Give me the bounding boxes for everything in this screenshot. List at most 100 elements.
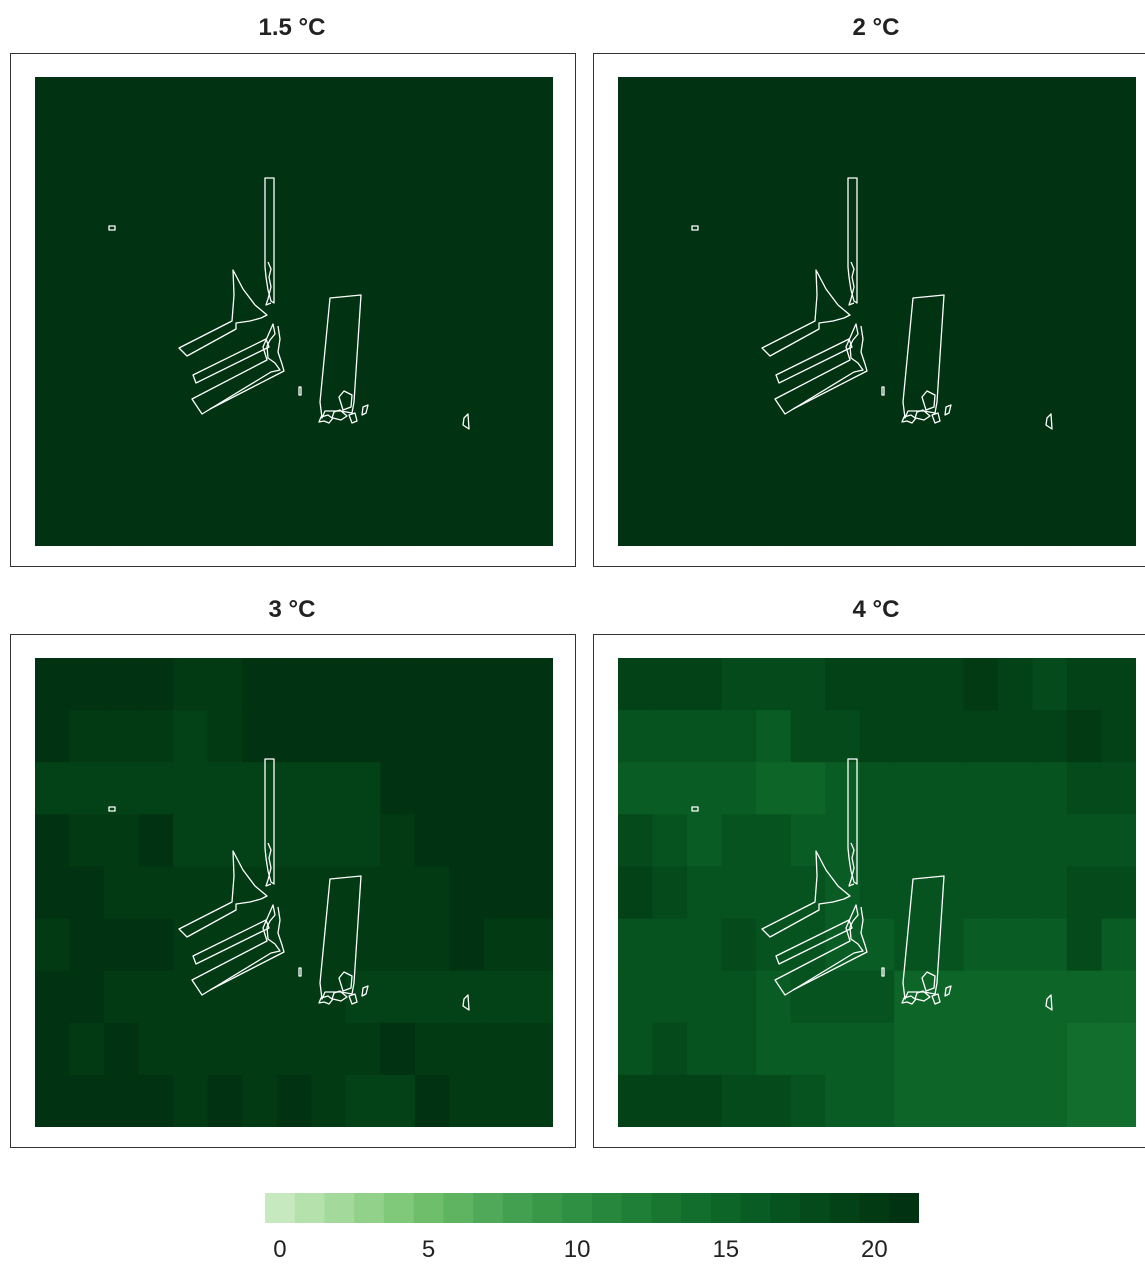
grid-cell <box>449 77 485 130</box>
grid-cell <box>1032 710 1068 763</box>
grid-cell <box>242 710 278 763</box>
coastline-path <box>902 294 945 419</box>
grid-cell <box>1032 866 1068 920</box>
grid-cell <box>242 441 278 495</box>
grid-cell <box>618 129 654 182</box>
coastline-path <box>931 993 941 1005</box>
grid-cell <box>518 814 553 868</box>
grid-cell <box>928 1074 964 1127</box>
grid-cell <box>1032 337 1068 391</box>
grid-cell <box>276 1074 312 1127</box>
grid-cell <box>242 814 278 868</box>
grid-cell <box>756 970 792 1024</box>
grid-cell <box>894 337 930 391</box>
grid-cell <box>207 129 243 182</box>
grid-cell <box>894 918 930 972</box>
grid-cell <box>618 181 654 234</box>
grid-cell <box>1032 762 1068 815</box>
grid-cell <box>997 814 1033 868</box>
grid-cell <box>687 814 723 868</box>
grid-cell <box>756 710 792 763</box>
grid-cell <box>345 337 381 391</box>
grid-cell <box>721 1074 757 1127</box>
grid-cell <box>825 441 861 495</box>
grid-cell <box>138 337 174 391</box>
grid-cell <box>242 77 278 130</box>
coastline-path <box>792 906 868 991</box>
grid-cell <box>859 493 895 546</box>
coastline-path <box>881 386 885 396</box>
panel-title-2: 2 °C <box>852 14 900 41</box>
grid-cell <box>138 389 174 443</box>
grid-cell <box>414 285 450 339</box>
coastline-path <box>761 850 851 938</box>
grid-cell <box>242 285 278 339</box>
map-area-1 <box>35 77 553 546</box>
grid-cell <box>997 129 1033 182</box>
grid-cell <box>997 866 1033 920</box>
grid-cell <box>1032 814 1068 868</box>
grid-cell <box>380 233 416 287</box>
grid-cell <box>997 77 1033 130</box>
grid-cell <box>825 762 861 815</box>
grid-cell <box>997 918 1033 972</box>
grid-cell <box>928 918 964 972</box>
coastline-path <box>209 325 285 410</box>
grid-cell <box>859 389 895 443</box>
grid-cell <box>928 1022 964 1076</box>
grid-cell <box>756 77 792 130</box>
grid-cell <box>345 441 381 495</box>
grid-cell <box>859 866 895 920</box>
grid-cell <box>1066 233 1103 287</box>
grid-cell <box>997 1074 1033 1127</box>
grid-cell <box>138 658 174 711</box>
grid-cell <box>380 658 416 711</box>
grid-cell <box>345 918 381 972</box>
coastline-path <box>881 967 885 977</box>
grid-cell <box>518 441 553 495</box>
grid-cell <box>380 814 416 868</box>
colorbar-swatch <box>532 1193 563 1223</box>
heatmap-grid-2 <box>618 77 1136 546</box>
grid-cell <box>1032 918 1068 972</box>
grid-cell <box>276 181 312 234</box>
grid-cell <box>276 866 312 920</box>
grid-cell <box>859 710 895 763</box>
grid-cell <box>652 493 688 546</box>
grid-cell <box>35 710 71 763</box>
grid-cell <box>104 970 140 1024</box>
grid-cell <box>963 233 999 287</box>
coastline-path <box>108 225 116 231</box>
grid-cell <box>790 389 826 443</box>
grid-cell <box>104 389 140 443</box>
grid-cell <box>311 918 347 972</box>
coastline-path <box>338 971 353 992</box>
coastline-path <box>264 177 275 304</box>
grid-cell <box>69 233 105 287</box>
grid-cell <box>483 970 520 1024</box>
grid-cell <box>414 337 450 391</box>
grid-cell <box>687 762 723 815</box>
grid-cell <box>721 441 757 495</box>
grid-cell <box>138 762 174 815</box>
grid-cell <box>173 389 209 443</box>
grid-cell <box>276 970 312 1024</box>
grid-cell <box>652 762 688 815</box>
grid-cell <box>414 762 450 815</box>
grid-cell <box>311 77 347 130</box>
grid-cell <box>207 1022 243 1076</box>
grid-cell <box>963 762 999 815</box>
grid-cell <box>825 710 861 763</box>
grid-cell <box>997 181 1033 234</box>
grid-cell <box>35 1074 71 1127</box>
grid-cell <box>652 1022 688 1076</box>
grid-cell <box>618 710 654 763</box>
grid-cell <box>825 1022 861 1076</box>
grid-cell <box>380 337 416 391</box>
grid-cell <box>825 970 861 1024</box>
grid-cell <box>35 970 71 1024</box>
grid-cell <box>1101 658 1136 711</box>
grid-cell <box>1101 77 1136 130</box>
grid-cell <box>790 866 826 920</box>
colorbar-swatch <box>681 1193 712 1223</box>
